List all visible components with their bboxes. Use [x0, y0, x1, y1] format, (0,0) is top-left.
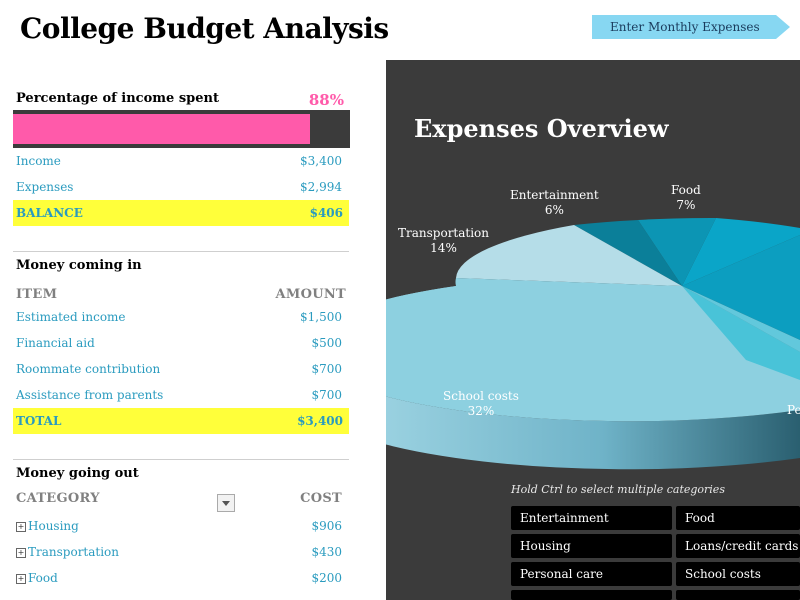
pie-label-pct: 32% — [467, 404, 495, 418]
slicer-item[interactable]: Loans/credit cards — [676, 534, 800, 558]
category-filter-dropdown[interactable] — [217, 494, 235, 512]
expense-category-label: Food — [28, 571, 58, 585]
summary-panel: Percentage of income spent 88% Income $3… — [0, 60, 386, 600]
chevron-down-icon — [222, 501, 230, 506]
slicer-item-label: Personal care — [520, 567, 604, 581]
income-total-row: TOTAL $3,400 — [13, 408, 349, 434]
slicer-item[interactable]: School costs — [676, 562, 800, 586]
income-item-label: Roommate contribution — [16, 362, 161, 376]
money-going-out-title: Money going out — [16, 466, 139, 481]
chart-title: Expenses Overview — [414, 114, 669, 143]
income-label: Income — [16, 154, 61, 168]
income-item-label: Assistance from parents — [16, 388, 164, 402]
enter-monthly-expenses-label: Enter Monthly Expenses — [610, 20, 760, 34]
pie-label-personal-care: Pe — [787, 403, 800, 418]
balance-row: BALANCE $406 — [13, 200, 349, 226]
income-item-value: $1,500 — [300, 310, 342, 324]
amount-column-header: AMOUNT — [275, 287, 346, 302]
pie-label-entertainment: Entertainment 6% — [510, 188, 599, 218]
pie-slice-entertainment — [574, 220, 682, 286]
slicer-item-label: Housing — [520, 539, 571, 553]
income-item-label: Financial aid — [16, 336, 95, 350]
balance-value: $406 — [309, 206, 343, 220]
balance-label: BALANCE — [16, 206, 83, 220]
slicer-item-label: School costs — [685, 567, 761, 581]
pie-side — [386, 286, 800, 470]
money-coming-in-title: Money coming in — [16, 258, 142, 273]
pie-label-name: School costs — [443, 389, 519, 403]
divider — [13, 251, 349, 252]
pie-label-name: Entertainment — [510, 188, 599, 202]
expense-category-value: $430 — [311, 545, 342, 559]
pie-label-pct: 7% — [676, 198, 696, 212]
percent-spent-value: 88% — [308, 91, 344, 109]
percent-spent-bar-track — [13, 110, 350, 148]
slicer-item-label: Loans/credit cards — [685, 539, 799, 553]
pie-label-food: Food 7% — [671, 183, 701, 213]
slicer-item[interactable]: Entertainment — [511, 506, 672, 530]
arrow-banner-icon — [592, 15, 790, 39]
expense-category-row[interactable]: + Food $200 — [16, 565, 346, 591]
percent-spent-bar-fill — [13, 114, 310, 144]
divider — [13, 459, 349, 460]
expand-plus-icon[interactable]: + — [16, 548, 26, 558]
income-item-value: $700 — [311, 362, 342, 376]
category-column-header: CATEGORY — [16, 491, 100, 506]
pie-slice-blue — [682, 235, 800, 340]
income-item-row[interactable]: Assistance from parents $700 — [16, 382, 346, 408]
pie-slice-transportation — [456, 225, 682, 286]
expense-category-value: $906 — [311, 519, 342, 533]
income-item-value: $700 — [311, 388, 342, 402]
enter-monthly-expenses-button[interactable]: Enter Monthly Expenses — [592, 15, 792, 39]
expense-category-value: $200 — [311, 571, 342, 585]
expand-plus-icon[interactable]: + — [16, 574, 26, 584]
pie-label-name: Pe — [787, 403, 800, 417]
cost-column-header: COST — [300, 491, 342, 506]
slicer-item-label: Food — [685, 511, 715, 525]
slicer-item[interactable]: Housing — [511, 534, 672, 558]
expenses-value: $2,994 — [300, 180, 342, 194]
income-row: Income $3,400 — [16, 148, 346, 174]
slicer-item-partial[interactable] — [511, 590, 672, 600]
pie-label-school-costs: School costs 32% — [443, 389, 519, 419]
expenses-row: Expenses $2,994 — [16, 174, 346, 200]
slicer-item[interactable]: Personal care — [511, 562, 672, 586]
expense-category-label: Transportation — [28, 545, 120, 559]
slicer-hint: Hold Ctrl to select multiple categories — [511, 483, 725, 496]
income-item-value: $500 — [311, 336, 342, 350]
pie-chart[interactable] — [386, 60, 800, 600]
pie-label-name: Transportation — [398, 226, 490, 240]
expenses-label: Expenses — [16, 180, 74, 194]
pie-label-name: Food — [671, 183, 701, 197]
income-item-label: Estimated income — [16, 310, 126, 324]
pie-label-transportation: Transportation 14% — [398, 226, 489, 256]
income-item-row[interactable]: Estimated income $1,500 — [16, 304, 346, 330]
expense-category-row[interactable]: + Housing $906 — [16, 513, 346, 539]
pie-slice-school-costs — [386, 278, 800, 422]
pie-slice-right — [682, 218, 800, 286]
slicer-item[interactable]: Food — [676, 506, 800, 530]
pie-slice-lightblue — [682, 286, 800, 380]
income-item-row[interactable]: Roommate contribution $700 — [16, 356, 346, 382]
expand-plus-icon[interactable]: + — [16, 522, 26, 532]
percent-spent-label: Percentage of income spent — [16, 91, 219, 106]
expense-category-row[interactable]: + Transportation $430 — [16, 539, 346, 565]
income-total-value: $3,400 — [297, 414, 343, 428]
income-item-row[interactable]: Financial aid $500 — [16, 330, 346, 356]
pie-label-pct: 6% — [544, 203, 564, 217]
pie-label-pct: 14% — [430, 241, 457, 255]
page-title: College Budget Analysis — [20, 12, 389, 45]
slicer-item-partial[interactable] — [676, 590, 800, 600]
slicer-item-label: Entertainment — [520, 511, 609, 525]
income-value: $3,400 — [300, 154, 342, 168]
expense-category-label: Housing — [28, 519, 79, 533]
income-total-label: TOTAL — [16, 414, 62, 428]
item-column-header: ITEM — [16, 287, 58, 302]
pie-slice-food — [638, 217, 716, 286]
